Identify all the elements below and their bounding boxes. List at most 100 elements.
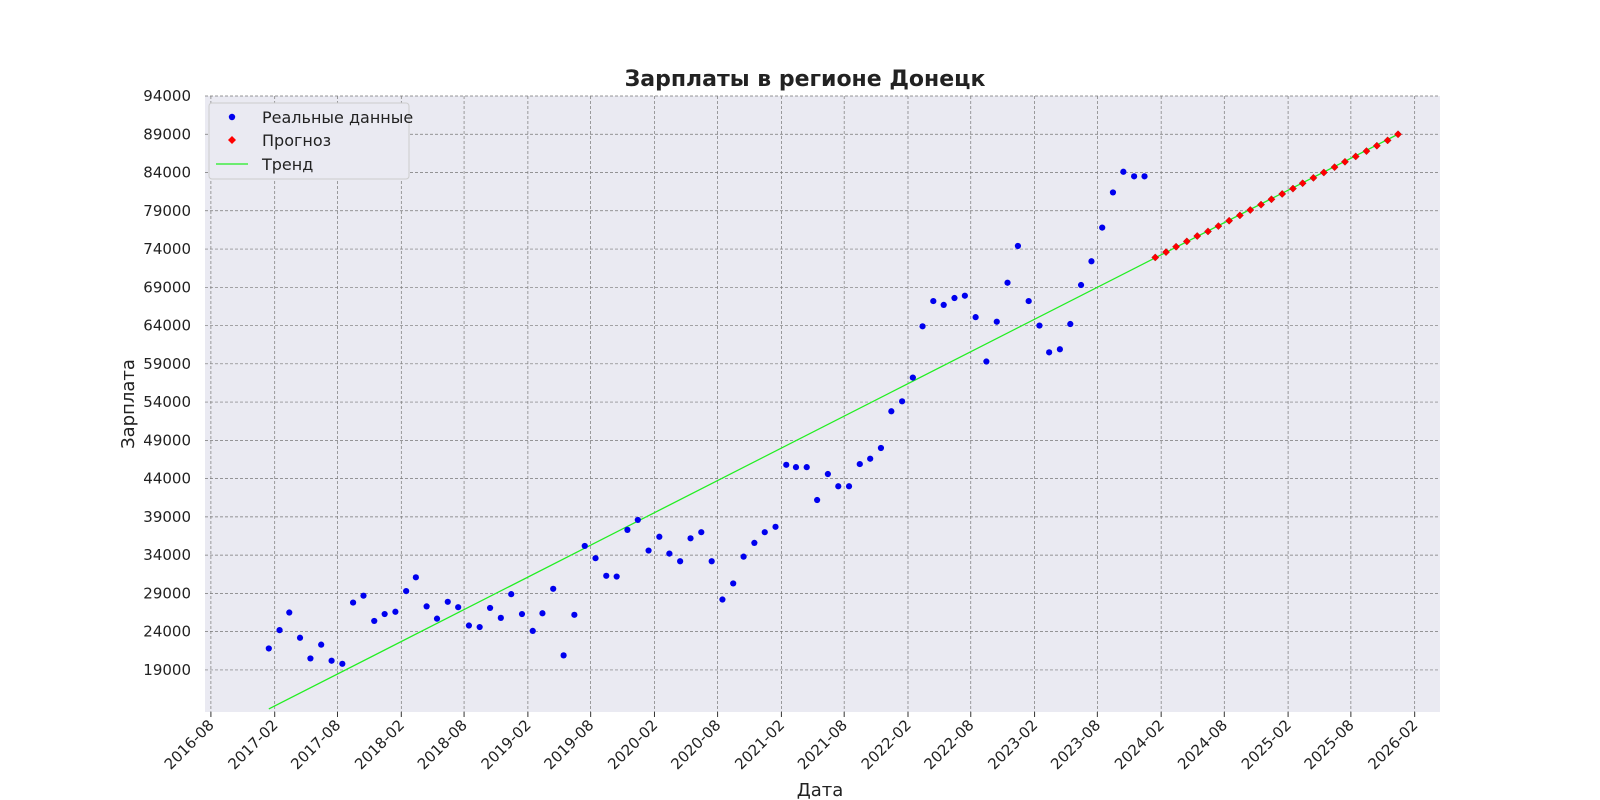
forecast-data-point [1278,190,1287,198]
real-data-point [560,652,567,659]
x-tick-label: 2019-02 [478,716,535,773]
forecast-data-point [1362,147,1371,155]
x-tick-label: 2026-02 [1364,716,1421,773]
real-data-point [497,614,504,621]
legend-marker-real [228,113,236,121]
x-axis: 2016-08 2017-02 2017-08 2018-02 2018-08 2019-… [161,712,1422,773]
y-tick-label: 79000 [143,202,191,220]
real-data-point [772,523,779,530]
real-data-point [1025,297,1032,305]
real-data-point [867,455,874,462]
x-tick-label: 2017-02 [224,716,281,773]
real-data-point [909,374,916,381]
forecast-data-point [1330,163,1339,172]
real-data-point [898,398,906,405]
real-data-point [1109,189,1117,196]
y-tick-label: 49000 [143,431,191,449]
real-data-point [486,604,494,612]
real-data-point [761,529,768,536]
forecast-data-point [1246,206,1255,214]
y-axis: 19000 24000 29000 34000 39000 44000 49000 54000… [143,87,191,679]
real-data-point [286,609,293,616]
real-data-point [951,294,958,302]
real-data-point [792,464,800,471]
real-data-point [656,533,663,540]
x-tick-label: 2024-02 [1111,716,1168,773]
real-data-point [360,592,367,599]
real-data-point [961,292,968,299]
x-tick-label: 2022-08 [921,716,978,773]
real-data-point [983,358,990,365]
real-data-point [455,604,462,611]
real-data-point [856,460,863,468]
real-data-point [571,611,578,618]
real-data-point [550,585,557,592]
forecast-data-point [1394,130,1402,139]
real-data-point [1088,258,1095,265]
real-data-point [751,539,758,546]
legend-label-trend: Тренд [261,155,313,174]
real-data-point [613,573,620,580]
y-tick-label: 89000 [143,125,191,143]
forecast-data-point [1236,211,1244,220]
real-data-point [835,483,842,490]
real-data-point [403,587,410,595]
x-tick-label: 2024-08 [1174,716,1231,773]
real-data-point [708,558,715,565]
real-data-point [783,461,790,468]
y-tick-label: 74000 [143,240,191,258]
real-data-point [328,657,335,664]
real-data-point [433,615,441,622]
real-data-point [349,599,357,606]
real-data-point [1004,279,1011,286]
real-data-point [1056,346,1063,353]
forecast-data-point [1193,232,1202,240]
forecast-data-point [1151,253,1160,262]
real-data-point [730,580,737,587]
forecast-data-point [1267,195,1276,204]
legend: Реальные данные Прогноз Тренд [208,102,413,180]
legend-label-real: Реальные данные [262,108,413,127]
forecast-data-point [1341,157,1349,166]
forecast-data-point [1383,136,1392,145]
y-tick-label: 64000 [143,317,191,335]
real-data-point [1077,281,1085,289]
real-data-point [814,496,821,504]
real-data-point [666,550,673,557]
forecast-data-point [1372,141,1381,150]
x-tick-label: 2023-02 [984,716,1041,773]
y-tick-label: 29000 [143,584,191,602]
real-data-point [1014,242,1022,250]
real-data-point [476,623,483,631]
real-data-series [265,168,1148,667]
real-data-point [1046,349,1053,356]
real-data-point [392,608,399,615]
real-data-point [465,622,473,629]
legend-label-forecast: Прогноз [262,131,331,150]
y-tick-label: 24000 [143,623,191,641]
real-data-point [888,408,895,415]
y-tick-label: 54000 [143,393,191,411]
y-tick-label: 34000 [143,546,191,564]
real-data-point [592,555,599,562]
real-data-point [719,596,726,603]
real-data-point [603,572,610,579]
real-data-point [919,323,926,330]
forecast-data-point [1298,179,1307,188]
y-axis-label: Зарплата [118,359,139,449]
forecast-data-point [1214,222,1223,230]
real-data-point [1036,322,1043,329]
x-tick-label: 2016-08 [161,716,218,773]
forecast-data-point [1182,237,1191,246]
real-data-point [307,655,314,662]
forecast-data-point [1319,168,1328,177]
forecast-data-point [1225,216,1234,225]
y-tick-label: 59000 [143,355,191,373]
real-data-point [1099,224,1106,231]
x-tick-label: 2020-08 [667,716,724,773]
forecast-data-point [1257,200,1265,209]
forecast-data-point [1309,173,1318,182]
real-data-point [634,516,641,524]
legend-box [208,102,410,180]
